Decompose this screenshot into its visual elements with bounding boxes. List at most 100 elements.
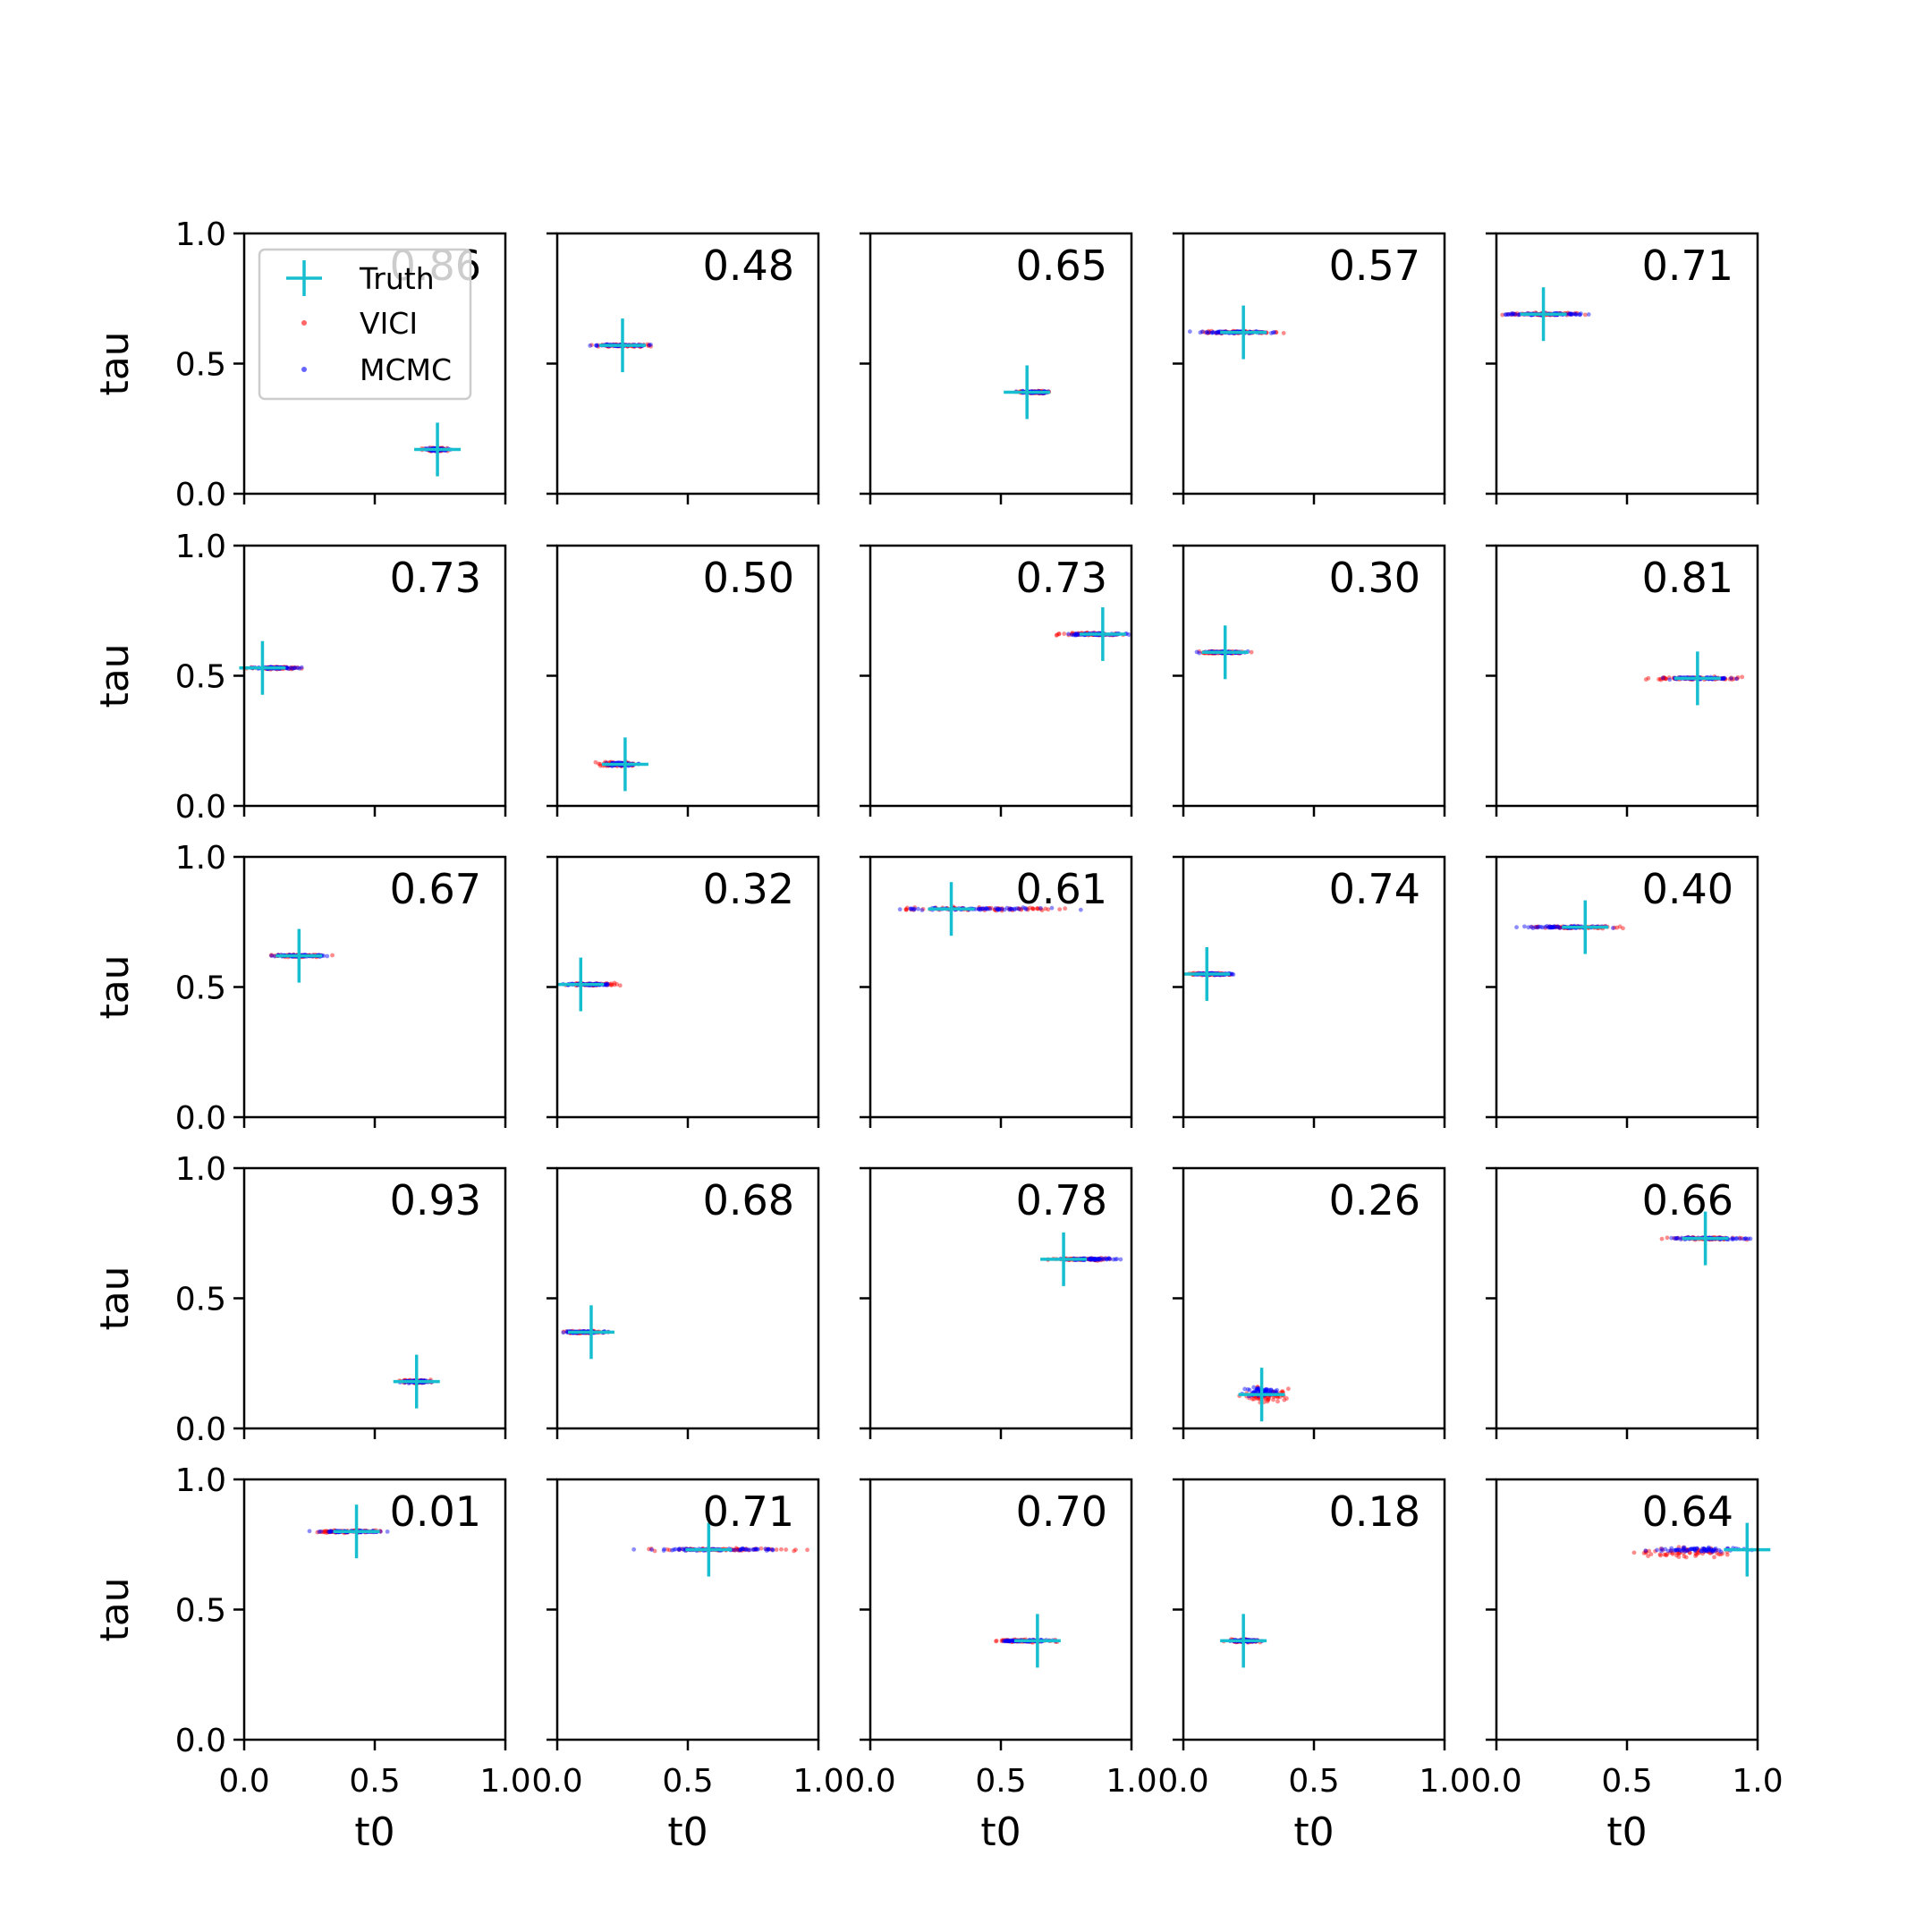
mcmc-point bbox=[1090, 1257, 1096, 1262]
mcmc-point bbox=[682, 1547, 687, 1553]
vici-point bbox=[994, 908, 999, 913]
vici-point bbox=[1090, 1257, 1096, 1261]
mcmc-point bbox=[1669, 1546, 1674, 1551]
vici-point bbox=[1216, 330, 1221, 335]
mcmc-point bbox=[1194, 649, 1199, 655]
vici-point bbox=[1658, 1553, 1663, 1558]
mcmc-point bbox=[1504, 312, 1509, 318]
y-tick-label: 0.0 bbox=[175, 477, 226, 513]
mcmc-point bbox=[1548, 924, 1554, 929]
mcmc-point bbox=[605, 981, 610, 987]
mcmc-point bbox=[1706, 1548, 1711, 1554]
vici-point bbox=[736, 1546, 741, 1552]
vici-point bbox=[326, 1530, 332, 1535]
vici-point bbox=[1056, 631, 1062, 637]
vici-point bbox=[612, 982, 617, 987]
mcmc-point bbox=[735, 1547, 741, 1553]
mcmc-point bbox=[1674, 1547, 1678, 1553]
mcmc-point bbox=[1078, 907, 1083, 912]
mcmc-point bbox=[1230, 971, 1234, 977]
mcmc-point bbox=[770, 1547, 775, 1553]
mcmc-point bbox=[1004, 1639, 1009, 1643]
y-tick-label: 0.5 bbox=[175, 659, 226, 696]
vici-point bbox=[269, 953, 275, 958]
vici-point bbox=[1535, 924, 1540, 929]
vici-point bbox=[676, 1547, 682, 1553]
panel-25: 0.64 0.0 0.5 1.0 t0 bbox=[1470, 1478, 1784, 1855]
vici-point bbox=[1006, 1639, 1011, 1643]
mcmc-point bbox=[1004, 1638, 1010, 1643]
legend: Truth VICI MCMC bbox=[258, 248, 472, 401]
mcmc-point bbox=[649, 1547, 654, 1552]
vici-point bbox=[903, 907, 909, 911]
mcmc-point bbox=[1550, 925, 1555, 930]
mcmc-point bbox=[1733, 1235, 1739, 1241]
vici-point bbox=[805, 1547, 809, 1553]
mcmc-point bbox=[1549, 925, 1554, 930]
vici-point bbox=[1695, 1549, 1699, 1555]
panel-12: 0.32 bbox=[547, 855, 820, 1128]
vici-point bbox=[739, 1548, 744, 1553]
mcmc-point bbox=[1066, 631, 1071, 637]
vici-point bbox=[1095, 1258, 1100, 1263]
vici-point bbox=[1681, 1547, 1686, 1553]
mcmc-point bbox=[1014, 906, 1020, 911]
mcmc-point bbox=[1087, 1257, 1092, 1262]
vici-point bbox=[1057, 907, 1063, 912]
vici-point bbox=[292, 665, 297, 671]
mcmc-point bbox=[677, 1547, 682, 1553]
mcmc-point bbox=[1074, 632, 1080, 638]
vici-point bbox=[774, 1547, 779, 1552]
vici-point bbox=[904, 907, 909, 912]
mcmc-point bbox=[603, 982, 608, 987]
vici-point bbox=[324, 1529, 329, 1534]
mcmc-point bbox=[1209, 330, 1215, 335]
vici-point bbox=[996, 906, 1000, 911]
vici-point bbox=[1684, 1547, 1690, 1553]
vici-point bbox=[1546, 924, 1552, 929]
vici-point bbox=[769, 1547, 775, 1553]
mcmc-point bbox=[1530, 926, 1536, 931]
mcmc-point bbox=[984, 906, 989, 911]
x-tick-label: 1.0 bbox=[1106, 1763, 1157, 1800]
vici-point bbox=[1089, 1258, 1093, 1262]
mcmc-point bbox=[1049, 905, 1055, 911]
vici-point bbox=[1674, 1550, 1680, 1555]
vici-point bbox=[564, 1329, 569, 1334]
mcmc-point bbox=[1548, 925, 1553, 930]
vici-point bbox=[1702, 1549, 1707, 1555]
vici-point bbox=[593, 759, 598, 765]
vici-point bbox=[1046, 907, 1051, 912]
y-axis-title: tau bbox=[92, 954, 138, 1019]
mcmc-point bbox=[1198, 330, 1203, 335]
vici-point bbox=[1096, 1256, 1101, 1261]
vici-point bbox=[1582, 312, 1588, 318]
mcmc-point bbox=[1733, 1236, 1739, 1241]
mcmc-point bbox=[1708, 1547, 1714, 1553]
vici-point bbox=[1206, 330, 1211, 335]
x-axis-title: t0 bbox=[1293, 1809, 1334, 1855]
vici-point bbox=[1695, 1547, 1700, 1552]
mcmc-point bbox=[1570, 311, 1575, 317]
mcmc-point bbox=[1092, 1257, 1097, 1262]
mcmc-point bbox=[1681, 1547, 1686, 1552]
mcmc-point bbox=[290, 666, 295, 671]
mcmc-point bbox=[1691, 1546, 1697, 1552]
mcmc-point bbox=[292, 665, 298, 671]
vici-point bbox=[1284, 1396, 1289, 1401]
vici-point bbox=[1641, 1550, 1647, 1555]
mcmc-point bbox=[1273, 1389, 1278, 1394]
mcmc-point bbox=[1038, 905, 1043, 911]
mcmc-point bbox=[1126, 632, 1131, 637]
mcmc-point bbox=[1088, 1257, 1093, 1262]
vici-point bbox=[1093, 1258, 1097, 1263]
vici-point bbox=[1732, 676, 1737, 682]
vici-point bbox=[1675, 1235, 1681, 1241]
mcmc-point bbox=[1579, 311, 1583, 317]
mcmc-point bbox=[1692, 1548, 1698, 1554]
mcmc-point bbox=[1516, 312, 1521, 318]
mcmc-point bbox=[1093, 1257, 1097, 1262]
mcmc-point bbox=[1511, 311, 1516, 317]
vici-point bbox=[996, 906, 1002, 911]
